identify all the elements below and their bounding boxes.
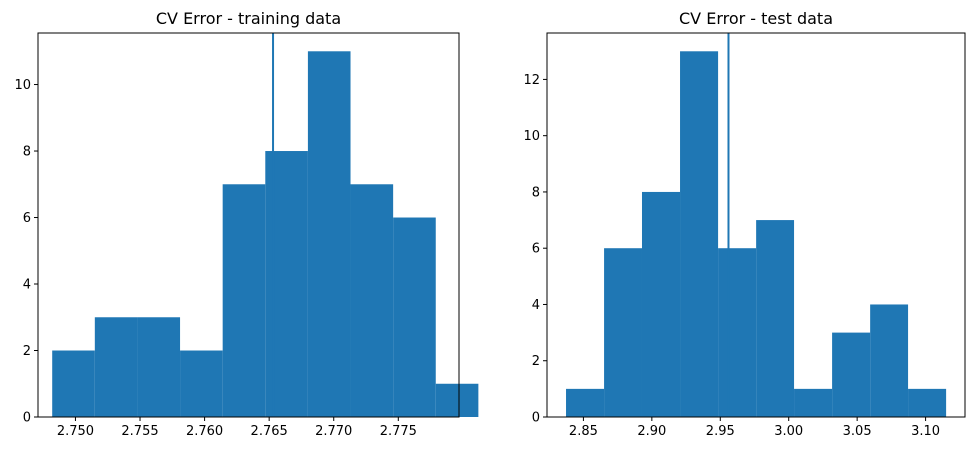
training-y-tick-label: 4 [23, 278, 31, 293]
training-chart-title: CV Error - training data [156, 9, 341, 28]
test-chart-title: CV Error - test data [679, 9, 833, 28]
training-y-tick-label: 2 [23, 344, 31, 359]
test-x-tick-label: 3.05 [843, 424, 872, 439]
training-histogram-bar [435, 383, 479, 417]
training-histogram-bar [52, 350, 95, 417]
training-histogram-bar [222, 184, 266, 417]
training-y-tick-label: 0 [23, 411, 31, 426]
training-axes-frame [37, 32, 460, 418]
test-x-tick-label: 2.85 [569, 424, 598, 439]
training-histogram-bar [94, 317, 138, 417]
test-x-tick-label: 3.10 [911, 424, 940, 439]
test-x-tick-label: 2.95 [706, 424, 735, 439]
training-histogram-panel: 2.750 2.755 2.760 2.765 2.770 2.775 0 2 4 6 8 10 CV … [14, 9, 479, 439]
test-x-tick-label: 3.00 [774, 424, 803, 439]
training-x-tick-label: 2.755 [121, 424, 158, 439]
test-y-tick-label: 6 [532, 242, 540, 257]
test-histogram-bar [641, 191, 681, 417]
training-x-tick-label: 2.770 [315, 424, 352, 439]
test-y-tick-label: 2 [532, 354, 540, 369]
training-histogram-bar [265, 151, 308, 417]
test-histogram-bar [680, 51, 719, 418]
training-x-tick-label: 2.760 [186, 424, 223, 439]
test-histogram-bar [604, 248, 642, 417]
training-histogram-bar [180, 350, 223, 417]
test-axes-frame [546, 32, 966, 418]
training-x-tick-label: 2.775 [380, 424, 417, 439]
training-histogram-bar [307, 51, 351, 418]
test-y-tick-label: 8 [532, 185, 540, 200]
test-histogram-bar [566, 388, 605, 417]
test-histogram-bar [794, 388, 833, 417]
test-y-tick-label: 12 [523, 73, 540, 88]
training-histogram-bar [137, 317, 181, 417]
training-y-tick-label: 6 [23, 211, 31, 226]
test-histogram-bar [718, 248, 757, 417]
test-y-tick-label: 4 [532, 298, 540, 313]
training-histogram-bar [393, 217, 436, 417]
training-x-tick-label: 2.765 [251, 424, 288, 439]
test-histogram-bar [756, 220, 795, 417]
test-x-tick-label: 2.90 [637, 424, 666, 439]
test-histogram-bar [832, 332, 871, 417]
training-histogram-bar [350, 184, 394, 417]
test-histogram-bar [908, 388, 947, 417]
test-histogram-panel: 2.85 2.90 2.95 3.00 3.05 3.10 0 2 4 6 8 10 12 CV Erro… [523, 9, 966, 439]
test-histogram-bar [870, 304, 909, 417]
training-y-tick-label: 10 [14, 78, 31, 93]
training-x-tick-label: 2.750 [57, 424, 94, 439]
test-y-tick-label: 10 [523, 129, 540, 144]
training-y-tick-label: 8 [23, 145, 31, 160]
test-y-tick-label: 0 [532, 411, 540, 426]
